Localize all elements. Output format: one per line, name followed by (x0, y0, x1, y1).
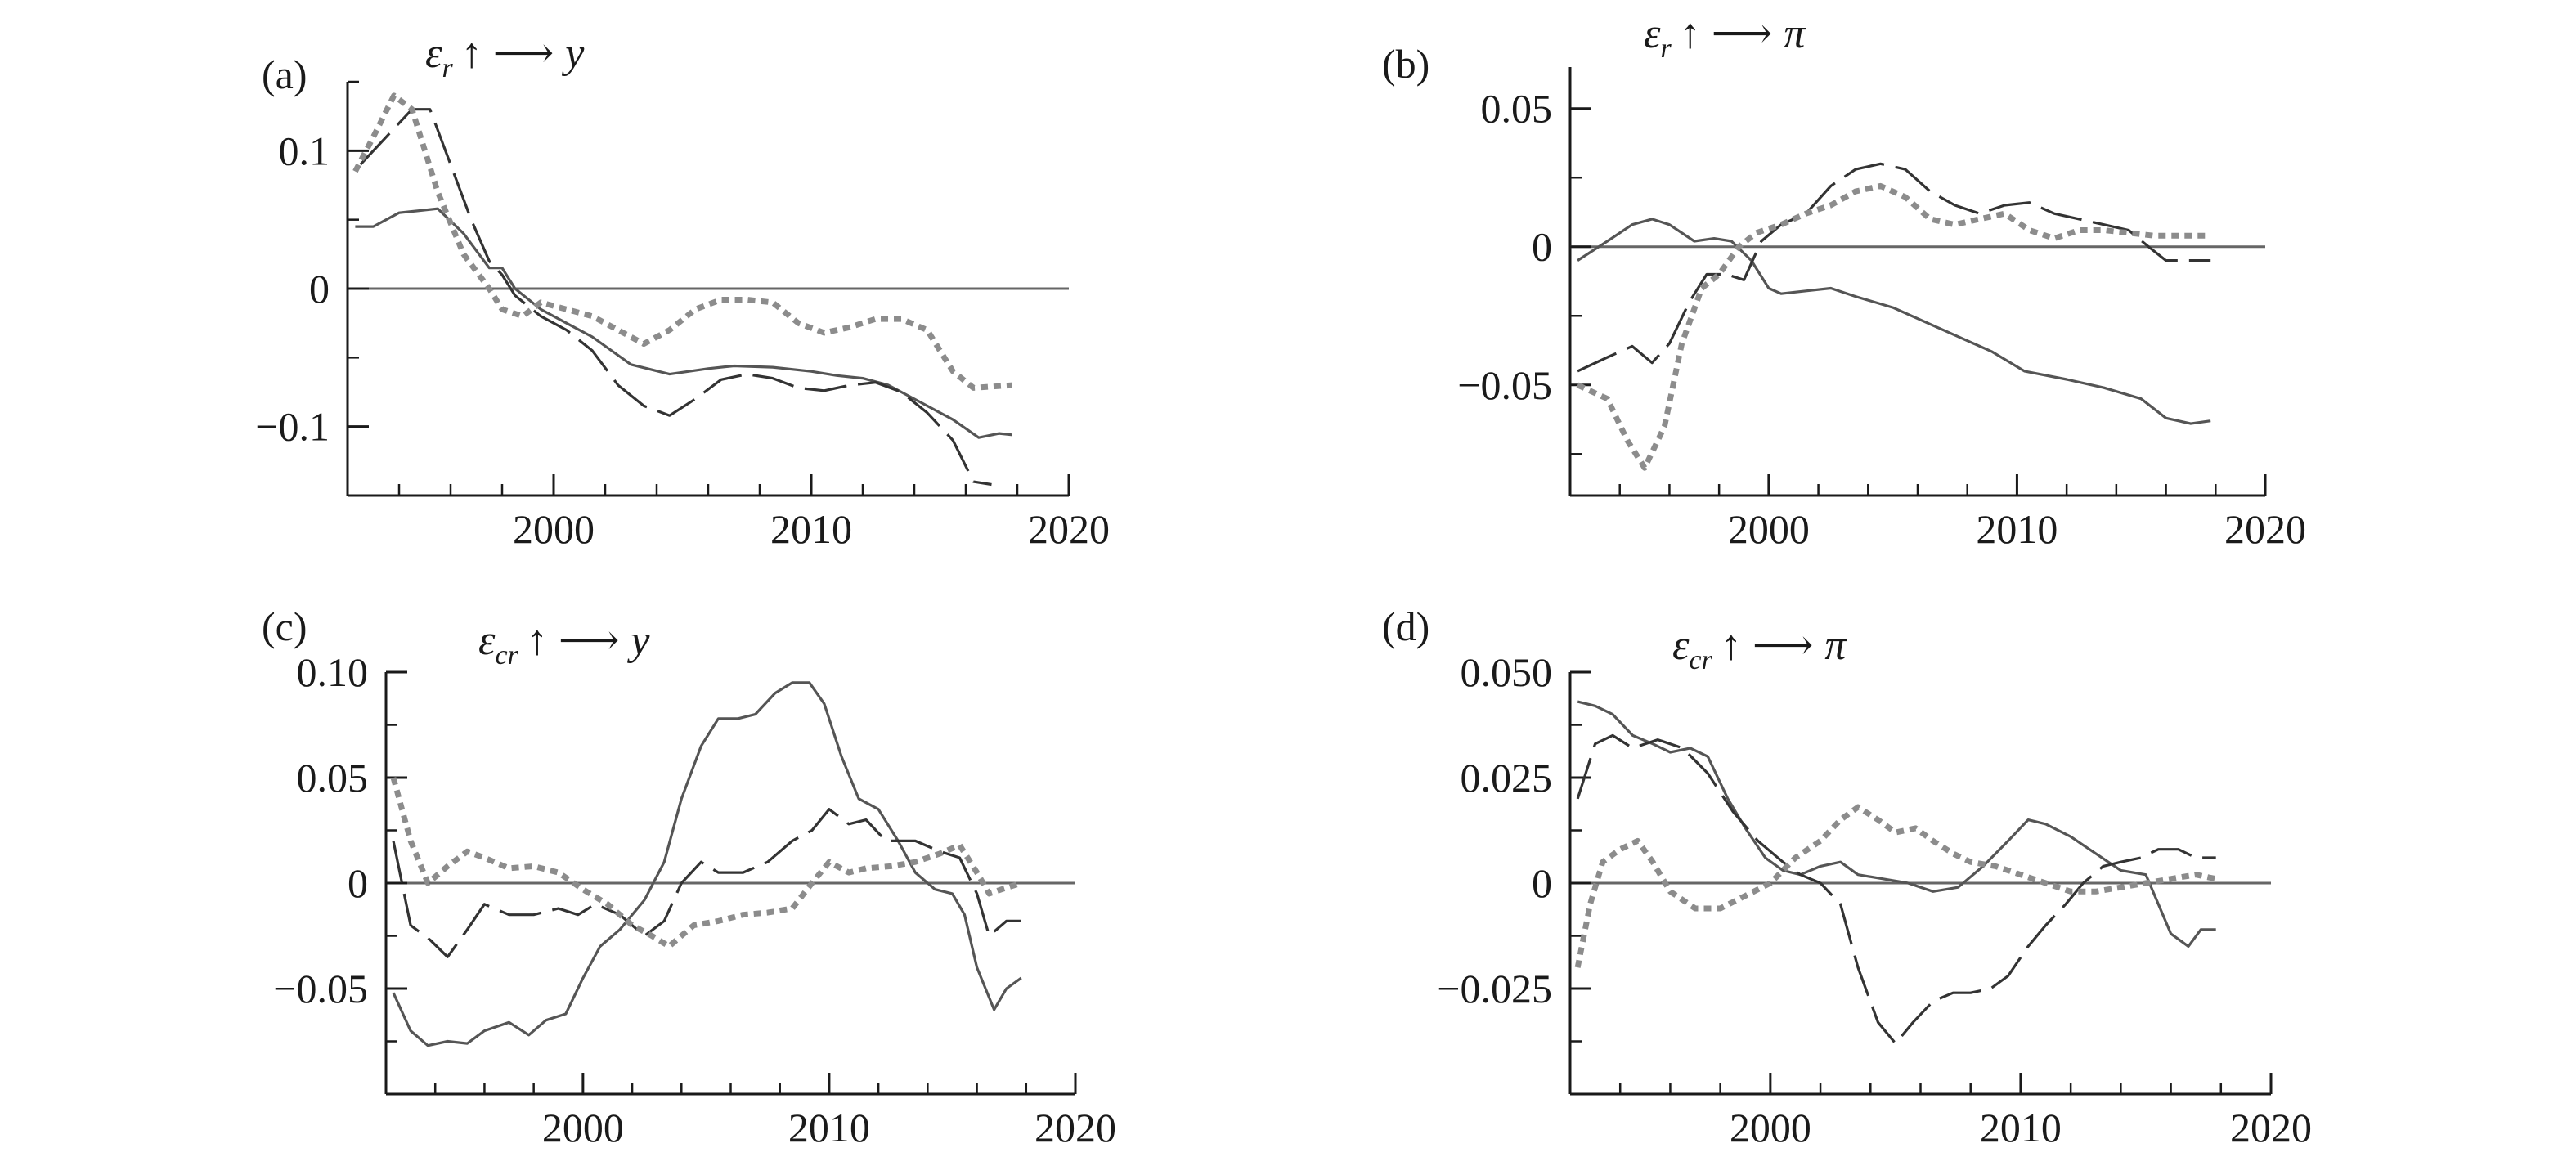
series-line-dotted (352, 92, 1012, 391)
series-line-dashed (392, 808, 1021, 958)
y-tick-label: 0 (309, 266, 330, 312)
title-target: y (626, 617, 650, 664)
panel-b: 2000 2010 2020 −0.05 0 0.05 (b) εr ↑ ⟶ π (1382, 11, 2306, 552)
y-tick-label: 0.1 (279, 128, 330, 173)
series-line-solid (355, 207, 1012, 439)
y-tick-label: −0.05 (1457, 362, 1552, 408)
y-tick-label: −0.05 (273, 966, 368, 1011)
y-tick-label: 0 (348, 860, 368, 906)
series-line-dashed (1577, 162, 2211, 373)
x-tick-label: 2010 (788, 1105, 870, 1150)
x-tick-label: 2000 (513, 506, 595, 552)
series-line-dashed (359, 108, 992, 487)
panel-title: εcr ↑ ⟶ y (478, 617, 650, 670)
title-arrow: ↑ ⟶ (1680, 11, 1773, 57)
panel-title: εcr ↑ ⟶ π (1672, 622, 1847, 675)
title-arrow: ↑ ⟶ (461, 30, 554, 77)
x-tick-label: 2020 (2224, 506, 2306, 552)
title-symbol: ε (478, 617, 496, 664)
panel-d: 2000 2010 2020 −0.025 0 0.025 0.050 (d) εcr ↑ ⟶ π (1382, 603, 2312, 1150)
series-line-dotted (1576, 182, 2211, 471)
title-target: π (1824, 622, 1847, 669)
x-tick-label: 2020 (1034, 1105, 1116, 1150)
title-subscript: r (442, 53, 454, 83)
series-line-dotted (390, 777, 1022, 949)
title-symbol: ε (1644, 11, 1661, 57)
title-symbol: ε (1672, 622, 1690, 669)
y-tick-label: 0.05 (1481, 86, 1553, 132)
series-line-solid (1577, 700, 2216, 948)
title-subscript: r (1661, 34, 1672, 64)
series-line-solid (392, 681, 1022, 1047)
x-tick-label: 2010 (1980, 1105, 2062, 1150)
title-subscript: cr (496, 640, 519, 670)
panel-title: εr ↑ ⟶ π (1644, 11, 1806, 64)
panel-label: (a) (262, 52, 307, 97)
title-arrow: ↑ ⟶ (527, 617, 620, 664)
x-tick-label: 2000 (1730, 1105, 1811, 1150)
title-arrow: ↑ ⟶ (1721, 622, 1814, 669)
panel-a: 2000 2010 2020 −0.1 0 0.1 (a) εr ↑ ⟶ y (255, 30, 1110, 552)
y-tick-label: 0 (1532, 860, 1552, 906)
title-symbol: ε (425, 30, 442, 77)
x-tick-label: 2000 (542, 1105, 624, 1150)
x-tick-label: 2020 (2230, 1105, 2312, 1150)
series-line-dotted (1574, 804, 2217, 968)
y-tick-label: 0.025 (1461, 755, 1553, 801)
x-tick-label: 2010 (1976, 506, 2058, 552)
x-tick-label: 2020 (1028, 506, 1110, 552)
x-tick-label: 2000 (1728, 506, 1810, 552)
y-tick-label: −0.025 (1437, 966, 1552, 1011)
x-tick-label: 2010 (770, 506, 852, 552)
panel-label: (d) (1382, 603, 1429, 649)
title-subscript: cr (1690, 645, 1713, 675)
title-target: y (561, 30, 585, 77)
y-tick-label: −0.1 (255, 404, 330, 450)
title-target: π (1784, 11, 1806, 57)
series-line-solid (1577, 218, 2211, 425)
panel-title: εr ↑ ⟶ y (425, 30, 585, 83)
series-line-dashed (1576, 733, 2216, 1045)
y-tick-label: 0.05 (297, 755, 369, 801)
y-tick-label: 0 (1532, 224, 1552, 270)
panel-c: 2000 2010 2020 −0.05 0 0.05 0.10(c) εcr ↑ ⟶ y (262, 603, 1116, 1150)
panel-label: (c) (262, 603, 307, 649)
panel-label: (b) (1382, 41, 1429, 87)
y-tick-label: 0.10 (297, 649, 369, 695)
y-tick-label: 0.050 (1461, 649, 1553, 695)
